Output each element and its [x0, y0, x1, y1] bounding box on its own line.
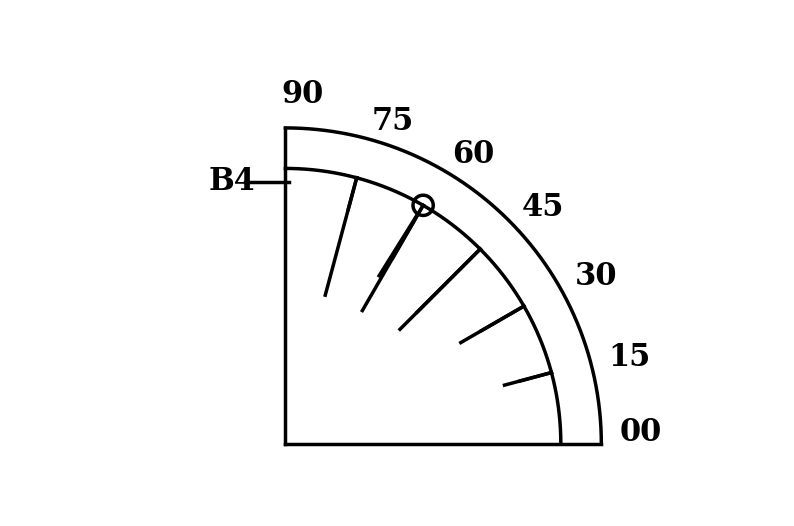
Text: 90: 90	[281, 79, 324, 110]
Text: 30: 30	[575, 261, 617, 292]
Text: 75: 75	[372, 106, 414, 137]
Text: B4: B4	[209, 166, 256, 197]
Text: 15: 15	[608, 342, 650, 373]
Text: 45: 45	[522, 192, 564, 223]
Text: 00: 00	[619, 417, 662, 448]
Text: 60: 60	[453, 139, 495, 170]
